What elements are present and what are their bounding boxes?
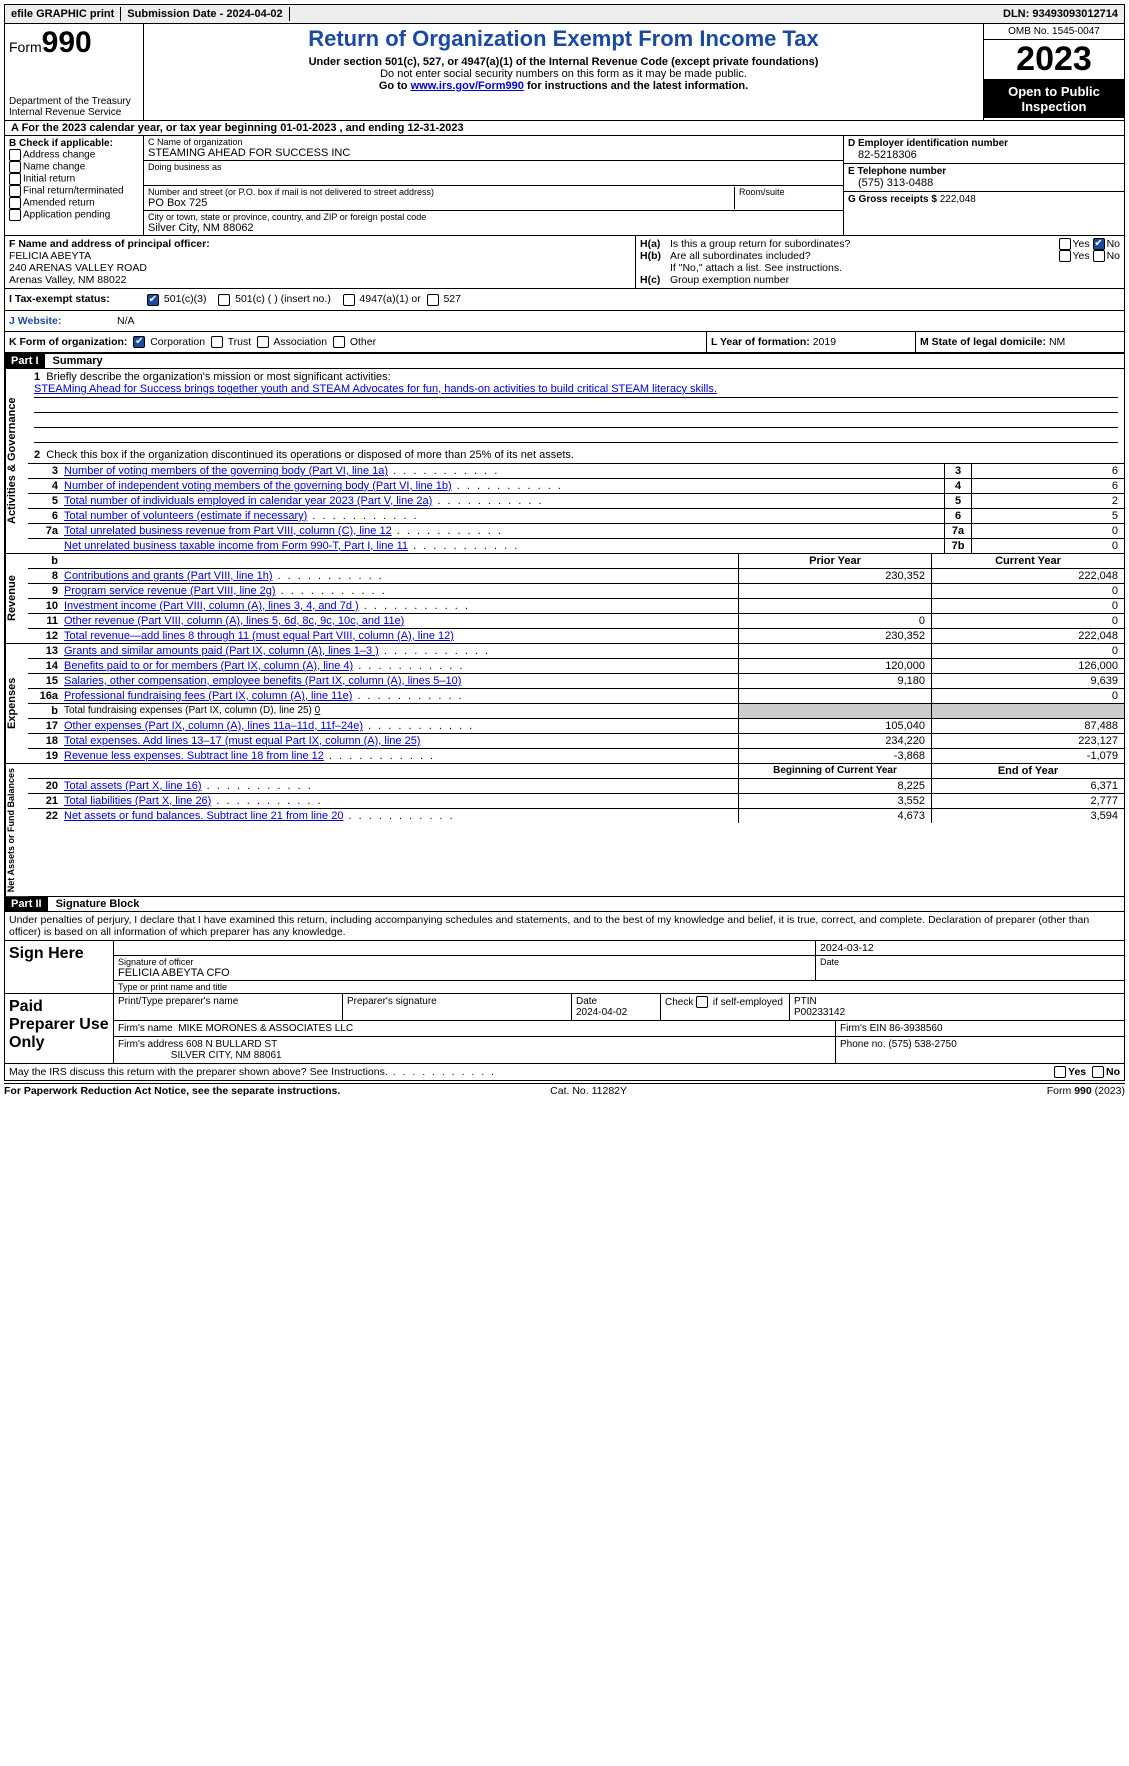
firm-ein: 86-3938560 — [889, 1023, 942, 1034]
year-formation: 2019 — [813, 336, 836, 348]
col-b-checkboxes: B Check if applicable: Address change Na… — [5, 136, 144, 235]
checkbox-icon[interactable] — [9, 185, 21, 197]
ein: 82-5218306 — [848, 149, 1120, 161]
street: PO Box 725 — [148, 197, 734, 209]
row-j-website: J Website: N/A — [4, 311, 1125, 332]
col-c-name-address: C Name of organizationSTEAMING AHEAD FOR… — [144, 136, 843, 235]
checkbox-icon[interactable] — [9, 149, 21, 161]
tab-net-assets: Net Assets or Fund Balances — [5, 764, 28, 896]
subtitle-1: Under section 501(c), 527, or 4947(a)(1)… — [150, 56, 977, 68]
checkbox-icon[interactable] — [9, 161, 21, 173]
legal-domicile: NM — [1049, 336, 1065, 348]
tab-expenses: Expenses — [5, 644, 28, 763]
gross-receipts: 222,048 — [940, 194, 976, 205]
instructions-link[interactable]: www.irs.gov/Form990 — [411, 80, 524, 92]
form-number: Form990 — [9, 26, 139, 60]
sign-here-block: Sign Here 2024-03-12 Signature of office… — [4, 941, 1125, 994]
paid-preparer-block: Paid Preparer Use Only Print/Type prepar… — [4, 994, 1125, 1064]
firm-name: MIKE MORONES & ASSOCIATES LLC — [178, 1023, 353, 1034]
officer-signature: FELICIA ABEYTA CFO — [118, 967, 230, 979]
paid-preparer-label: Paid Preparer Use Only — [5, 994, 114, 1063]
declaration: Under penalties of perjury, I declare th… — [4, 912, 1125, 941]
section-activities-governance: Activities & Governance 1 Briefly descri… — [4, 369, 1125, 554]
website: N/A — [113, 311, 139, 331]
prep-date: 2024-04-02 — [576, 1007, 627, 1018]
officer-name: FELICIA ABEYTA — [9, 250, 91, 262]
top-bar: efile GRAPHIC print Submission Date - 20… — [4, 4, 1125, 24]
line3-val: 6 — [971, 464, 1124, 478]
section-net-assets: Net Assets or Fund Balances Beginning of… — [4, 764, 1125, 897]
checkbox-checked-icon: ✔ — [1093, 238, 1105, 250]
submission-date: Submission Date - 2024-04-02 — [121, 7, 289, 21]
checkbox-checked-icon: ✔ — [133, 336, 145, 348]
entity-info: B Check if applicable: Address change Na… — [4, 136, 1125, 236]
form-header: Form990 Department of the Treasury Inter… — [4, 24, 1125, 121]
checkbox-icon[interactable] — [9, 173, 21, 185]
row-k-l-m: K Form of organization: ✔ Corporation Tr… — [4, 332, 1125, 353]
tab-revenue: Revenue — [5, 554, 28, 643]
row-i-tax-exempt: I Tax-exempt status: ✔ 501(c)(3) 501(c) … — [4, 289, 1125, 310]
ptin: P00233142 — [794, 1007, 845, 1018]
firm-phone: (575) 538-2750 — [888, 1039, 956, 1050]
subtitle-3: Go to www.irs.gov/Form990 for instructio… — [150, 80, 977, 92]
row-f-h: F Name and address of principal officer:… — [4, 236, 1125, 289]
telephone: (575) 313-0488 — [848, 177, 1120, 189]
page-footer: For Paperwork Reduction Act Notice, see … — [4, 1083, 1125, 1098]
org-name: STEAMING AHEAD FOR SUCCESS INC — [148, 147, 839, 159]
sign-date: 2024-03-12 — [816, 941, 1124, 955]
tax-year: 2023 — [984, 39, 1124, 80]
section-expenses: Expenses 13Grants and similar amounts pa… — [4, 644, 1125, 764]
dln: DLN: 93493093012714 — [997, 7, 1124, 21]
checkbox-checked-icon: ✔ — [147, 294, 159, 306]
part-ii-header: Part II Signature Block — [4, 897, 1125, 912]
efile-label: efile GRAPHIC print — [5, 7, 121, 21]
part-i-header: Part I Summary — [4, 353, 1125, 369]
form-title: Return of Organization Exempt From Incom… — [150, 26, 977, 52]
discuss-row: May the IRS discuss this return with the… — [4, 1064, 1125, 1081]
dept-label: Department of the Treasury Internal Reve… — [9, 96, 139, 118]
sign-here-label: Sign Here — [5, 941, 114, 993]
open-to-public: Open to Public Inspection — [984, 80, 1124, 118]
checkbox-icon[interactable] — [9, 197, 21, 209]
row-a-tax-year: A For the 2023 calendar year, or tax yea… — [4, 121, 1125, 136]
checkbox-icon[interactable] — [9, 209, 21, 221]
tab-activities: Activities & Governance — [5, 369, 28, 553]
omb-number: OMB No. 1545-0047 — [984, 24, 1124, 39]
subtitle-2: Do not enter social security numbers on … — [150, 68, 977, 80]
city-state-zip: Silver City, NM 88062 — [148, 222, 839, 234]
mission-text[interactable]: STEAMing Ahead for Success brings togeth… — [34, 383, 717, 395]
section-revenue: Revenue bPrior YearCurrent Year 8Contrib… — [4, 554, 1125, 644]
col-d-e-g: D Employer identification number82-52183… — [843, 136, 1124, 235]
